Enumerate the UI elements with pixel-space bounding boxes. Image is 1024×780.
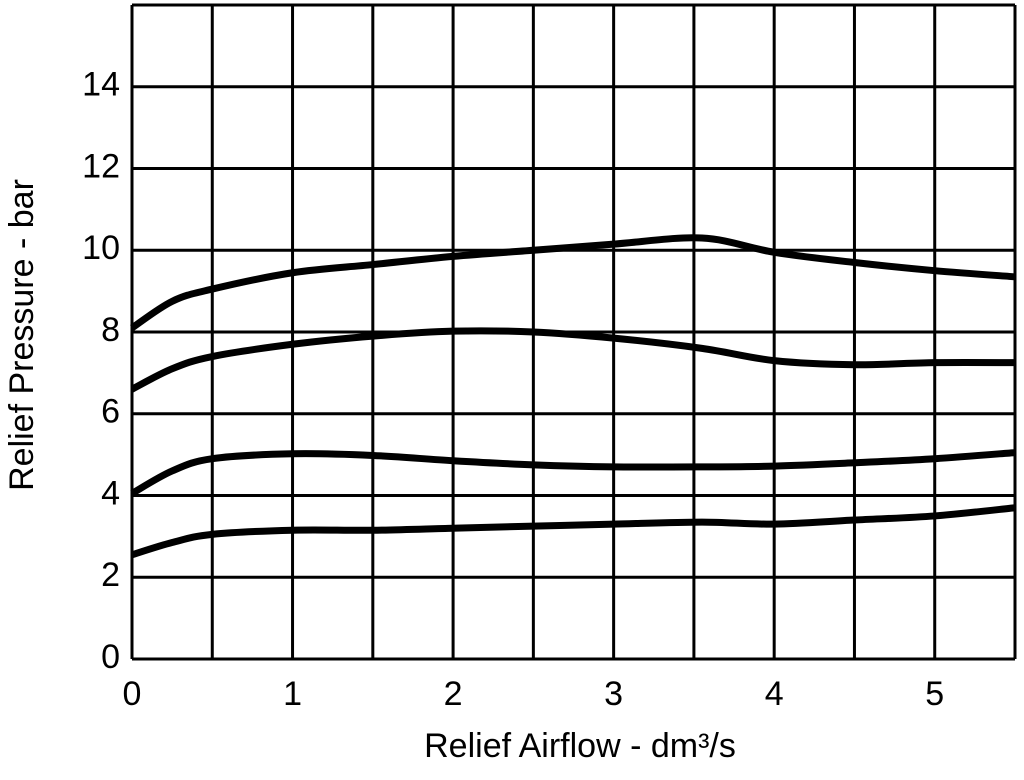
- x-tick-label: 0: [123, 675, 142, 713]
- y-tick-label: 0: [101, 638, 120, 676]
- x-axis-label: Relief Airflow - dm³/s: [424, 727, 736, 765]
- line: [130, 234, 1016, 331]
- y-tick-label: 10: [82, 229, 120, 267]
- x-tick-label: 1: [283, 675, 302, 713]
- x-tick-label: 5: [925, 675, 944, 713]
- x-tick-label: 2: [444, 675, 463, 713]
- line: [130, 504, 1016, 559]
- x-tick-label: 3: [604, 675, 623, 713]
- x-tick-label: 4: [765, 675, 784, 713]
- y-tick-label: 6: [101, 393, 120, 431]
- y-tick-label: 14: [82, 66, 120, 104]
- y-tick-label: 8: [101, 311, 120, 349]
- y-tick-label: 12: [82, 147, 120, 185]
- y-axis-label: Relief Pressure - bar: [3, 179, 41, 491]
- line: [130, 449, 1016, 497]
- y-tick-label: 4: [101, 474, 120, 512]
- line: [130, 327, 1016, 393]
- y-tick-label: 2: [101, 556, 120, 594]
